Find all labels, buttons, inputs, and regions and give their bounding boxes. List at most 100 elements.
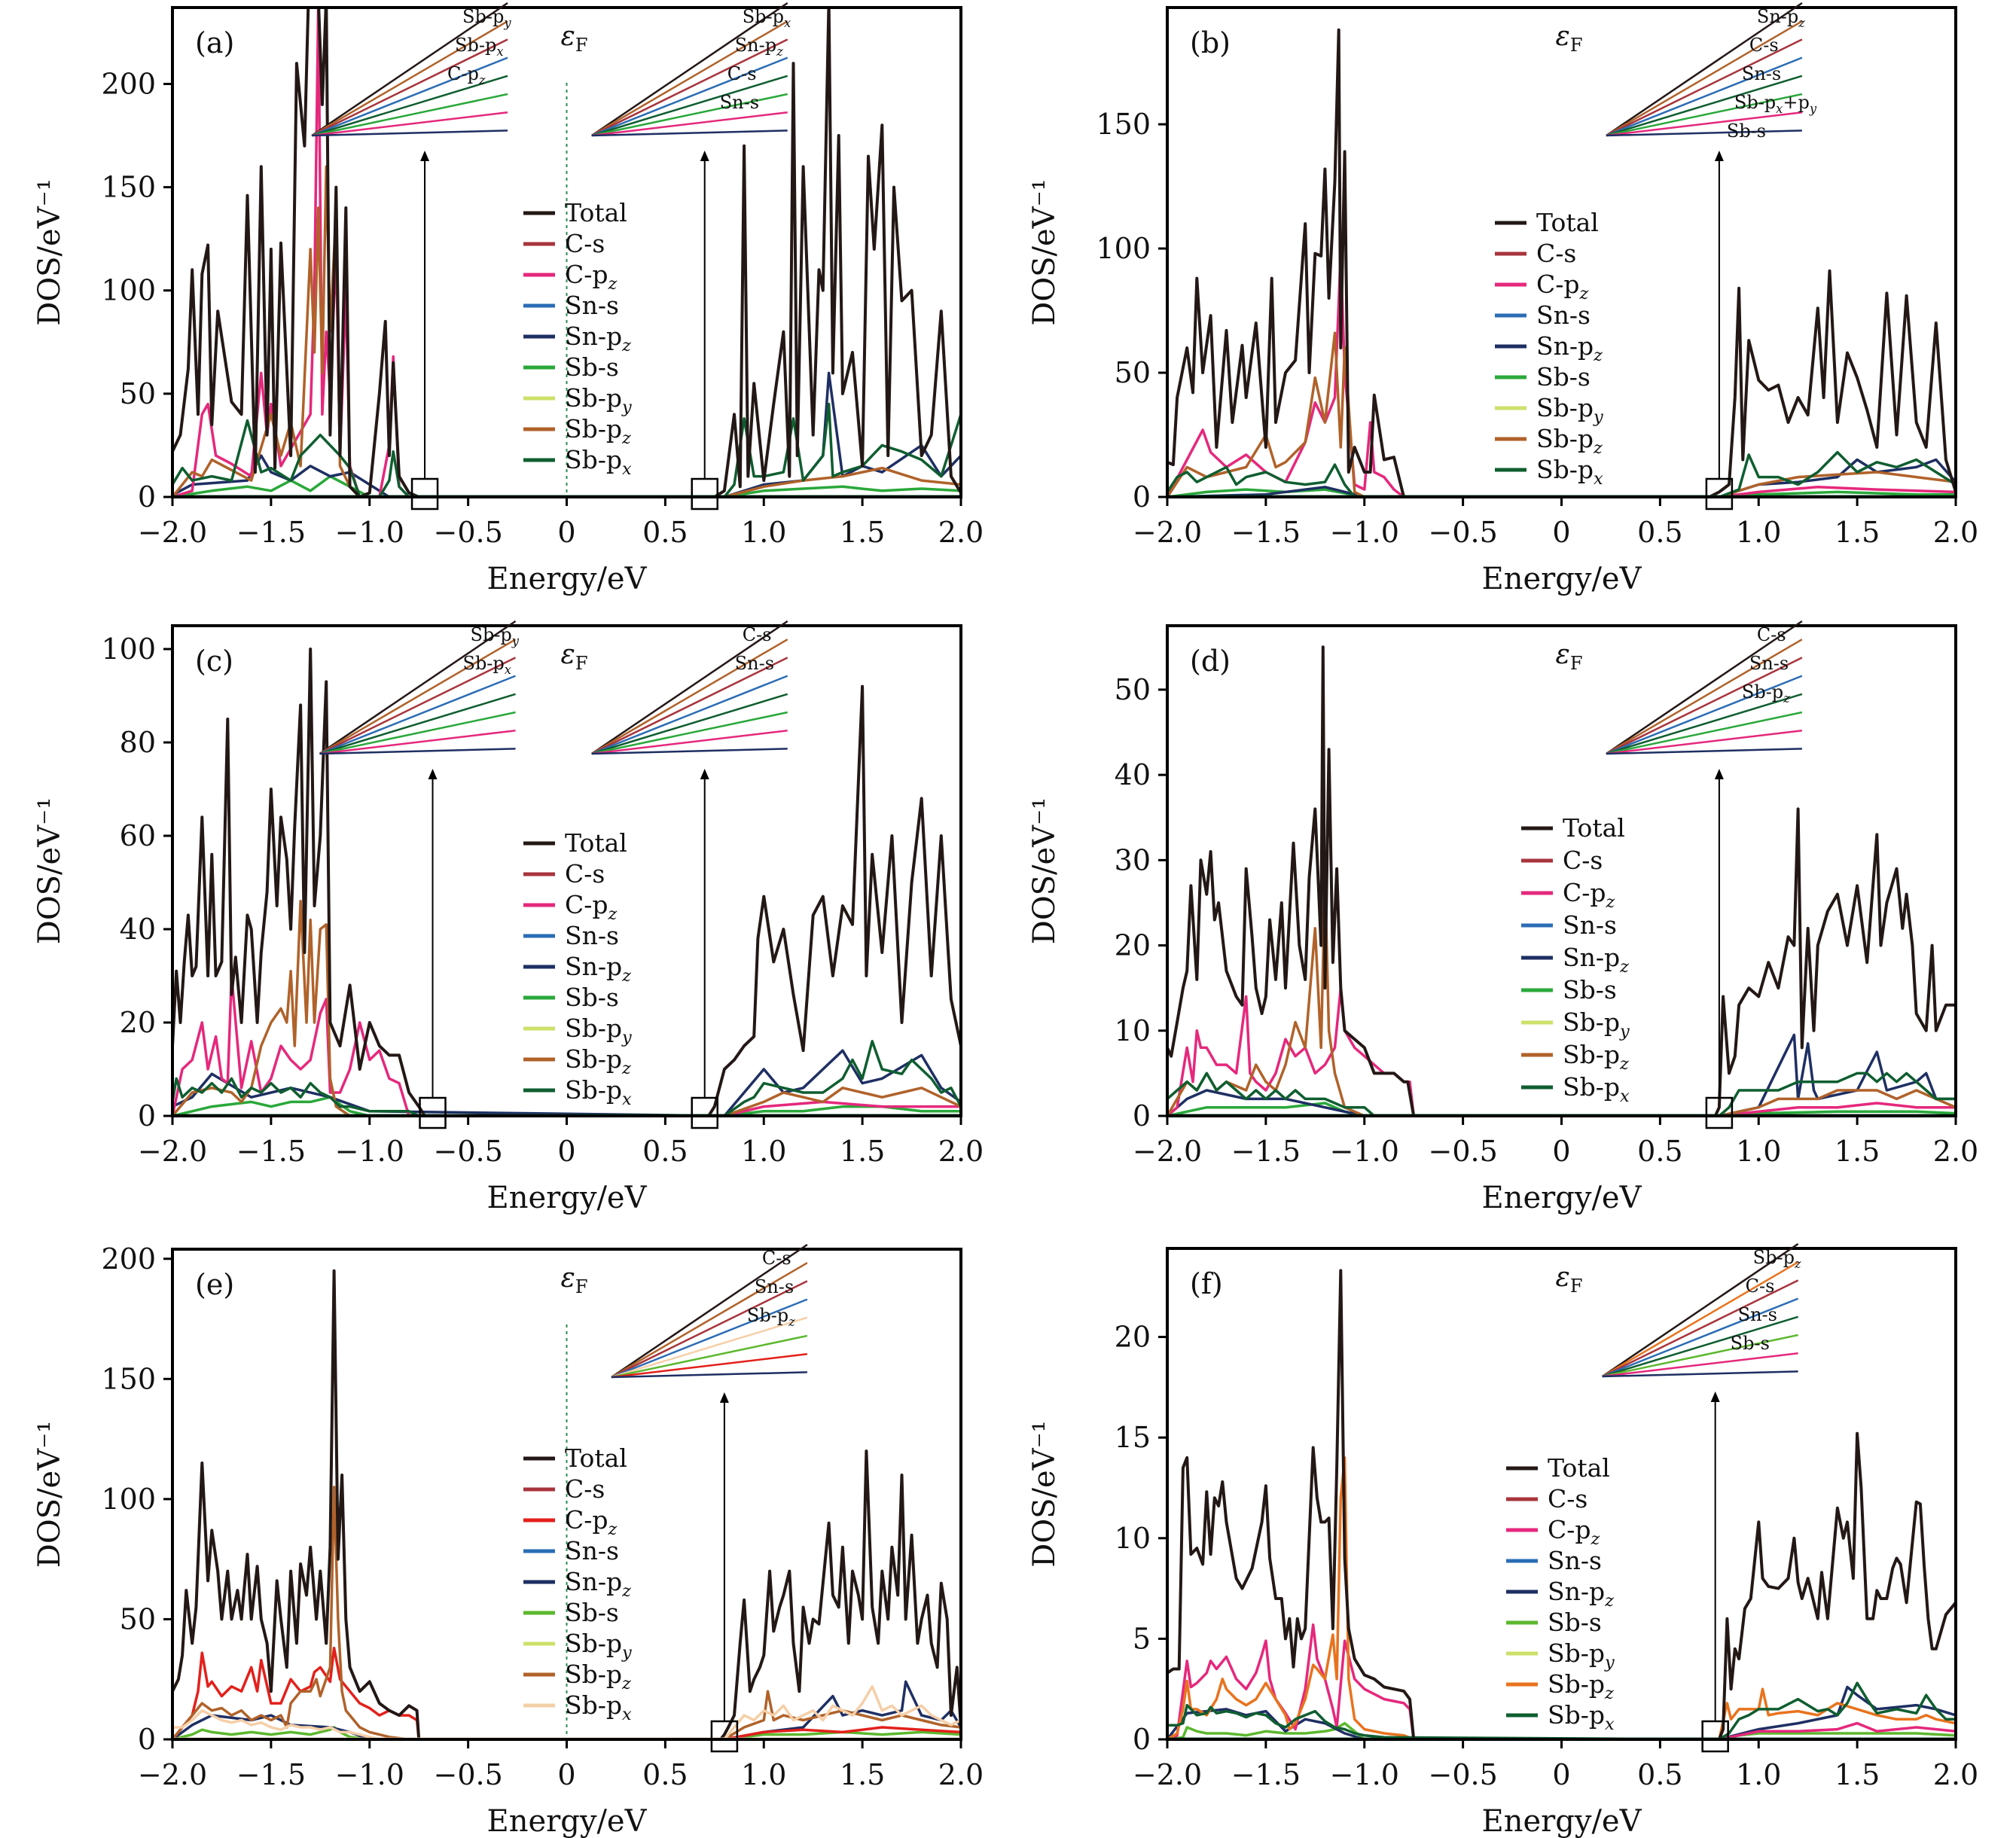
legend-label: C-s xyxy=(565,859,605,889)
x-tick-label: 2.0 xyxy=(1933,516,1978,549)
x-tick-label: −1.0 xyxy=(1330,516,1399,549)
legend-label: Sb-pz xyxy=(1536,424,1603,458)
y-axis-label: DOS/eV⁻¹ xyxy=(32,178,67,325)
legend-label: Sn-pz xyxy=(1563,943,1629,977)
y-tick-label: 5 xyxy=(1133,1622,1151,1655)
series-c-pz xyxy=(1167,986,1956,1117)
inset-line xyxy=(591,111,788,137)
legend-label: Sb-px xyxy=(565,445,632,479)
x-tick-label: 2.0 xyxy=(1933,1135,1978,1168)
x-tick-label: 0 xyxy=(1552,1135,1570,1168)
legend-label: Sb-s xyxy=(1563,975,1617,1004)
y-tick-label: 40 xyxy=(120,913,156,946)
panel-label: (d) xyxy=(1190,645,1231,678)
inset-label: Sn-pz xyxy=(1757,6,1805,30)
inset-line xyxy=(319,639,517,755)
inset-line xyxy=(591,639,788,755)
legend-label: Total xyxy=(1563,813,1625,843)
x-tick-label: −0.5 xyxy=(433,1758,502,1791)
x-tick-label: 2.0 xyxy=(938,1135,984,1168)
panel-e: −2.0 −1.5 −1.0 −0.5 0 0.5 1.0 1.5 2.0 0 50 100 150 20… xyxy=(32,1242,984,1838)
inset-line xyxy=(1602,1352,1798,1378)
inset-line xyxy=(311,93,508,137)
inset-label: C-s xyxy=(1757,624,1786,645)
y-tick-label: 20 xyxy=(120,1006,156,1039)
y-tick-label: 10 xyxy=(1115,1014,1151,1047)
inset-line xyxy=(311,20,508,137)
x-tick-label: 0 xyxy=(557,516,575,549)
legend-label: Sb-pz xyxy=(565,1660,631,1693)
inset-line xyxy=(319,620,517,755)
y-axis-label: DOS/eV⁻¹ xyxy=(1027,178,1062,325)
panel-c: −2.0 −1.5 −1.0 −0.5 0 0.5 1.0 1.5 2.0 0 20 40 60 80 10… xyxy=(32,620,984,1215)
inset-line xyxy=(1606,56,1803,137)
y-tick-label: 15 xyxy=(1115,1421,1151,1454)
inset-line xyxy=(591,2,788,137)
legend-label: Sn-pz xyxy=(1536,331,1603,365)
series-sb-px xyxy=(1167,1681,1956,1741)
legend-label: Total xyxy=(565,198,627,227)
legend-label: Sb-py xyxy=(1563,1007,1630,1041)
x-tick-label: 0 xyxy=(557,1758,575,1791)
series-total xyxy=(1167,645,1956,1117)
x-tick-label: −1.0 xyxy=(335,1135,404,1168)
inset-label: Sn-pz xyxy=(735,35,783,59)
y-tick-label: 50 xyxy=(120,1602,156,1635)
y-axis-label: DOS/eV⁻¹ xyxy=(32,797,67,944)
fermi-label: εF xyxy=(561,21,588,56)
inset-line xyxy=(1602,1370,1798,1378)
panel-label: (c) xyxy=(195,645,233,678)
inset-label: Sb-px+py xyxy=(1734,92,1817,116)
x-tick-label: −1.5 xyxy=(236,1758,306,1791)
inset-line xyxy=(611,1316,808,1379)
panel-f: −2.0 −1.5 −1.0 −0.5 0 0.5 1.0 1.5 2.0 0 5 10 15 20 Ene… xyxy=(1027,1242,1978,1838)
y-tick-label: 0 xyxy=(1133,1099,1151,1132)
inset-line xyxy=(591,729,788,755)
zoom-box xyxy=(691,1096,718,1129)
inset-line xyxy=(311,75,508,137)
x-tick-label: −1.0 xyxy=(335,516,404,549)
legend-label: Sb-px xyxy=(1536,455,1603,489)
arrow-head-icon xyxy=(719,1392,729,1403)
x-tick-label: 1.0 xyxy=(1736,1135,1781,1168)
y-axis-label: DOS/eV⁻¹ xyxy=(1027,797,1062,944)
y-tick-label: 200 xyxy=(101,1242,156,1276)
y-axis-label: DOS/eV⁻¹ xyxy=(32,1421,67,1568)
x-tick-label: 1.0 xyxy=(1736,516,1781,549)
x-tick-label: 1.0 xyxy=(741,516,786,549)
inset-line xyxy=(1602,1297,1799,1378)
x-axis-label: Energy/eV xyxy=(1482,1804,1642,1838)
y-tick-label: 100 xyxy=(101,632,156,666)
series-sb-px xyxy=(172,1040,961,1117)
x-tick-label: 1.5 xyxy=(840,1758,885,1791)
legend-label: Sb-s xyxy=(565,352,619,382)
y-tick-label: 60 xyxy=(120,819,156,852)
legend-label: Total xyxy=(565,828,627,858)
y-tick-label: 0 xyxy=(138,1723,156,1756)
inset-label: C-s xyxy=(727,63,757,84)
x-tick-label: 1.5 xyxy=(1835,1758,1880,1791)
x-tick-label: −2.0 xyxy=(1133,516,1202,549)
inset-line xyxy=(591,93,788,137)
series-sb-px xyxy=(172,402,961,498)
x-tick-label: 1.5 xyxy=(840,516,885,549)
inset-line xyxy=(1602,1334,1798,1378)
inset-line xyxy=(319,729,516,755)
zoom-box xyxy=(410,477,439,511)
y-tick-label: 0 xyxy=(138,1099,156,1132)
inset-line xyxy=(319,748,516,755)
x-tick-label: 0.5 xyxy=(1637,1135,1682,1168)
x-tick-label: 1.0 xyxy=(741,1135,786,1168)
inset-line xyxy=(611,1352,808,1379)
inset: Sn-pz C-s Sn-s Sb-px+py Sb-s xyxy=(1606,2,1817,142)
legend-label: C-pz xyxy=(565,260,618,294)
curves xyxy=(172,8,961,498)
x-tick-label: 1.0 xyxy=(741,1758,786,1791)
arrow-head-icon xyxy=(428,769,438,779)
arrow-head-icon xyxy=(700,151,709,161)
legend-label: Sn-s xyxy=(565,1536,619,1565)
x-tick-label: 0.5 xyxy=(1637,516,1682,549)
inset-label: Sn-s xyxy=(735,653,774,674)
inset-line xyxy=(319,675,516,755)
